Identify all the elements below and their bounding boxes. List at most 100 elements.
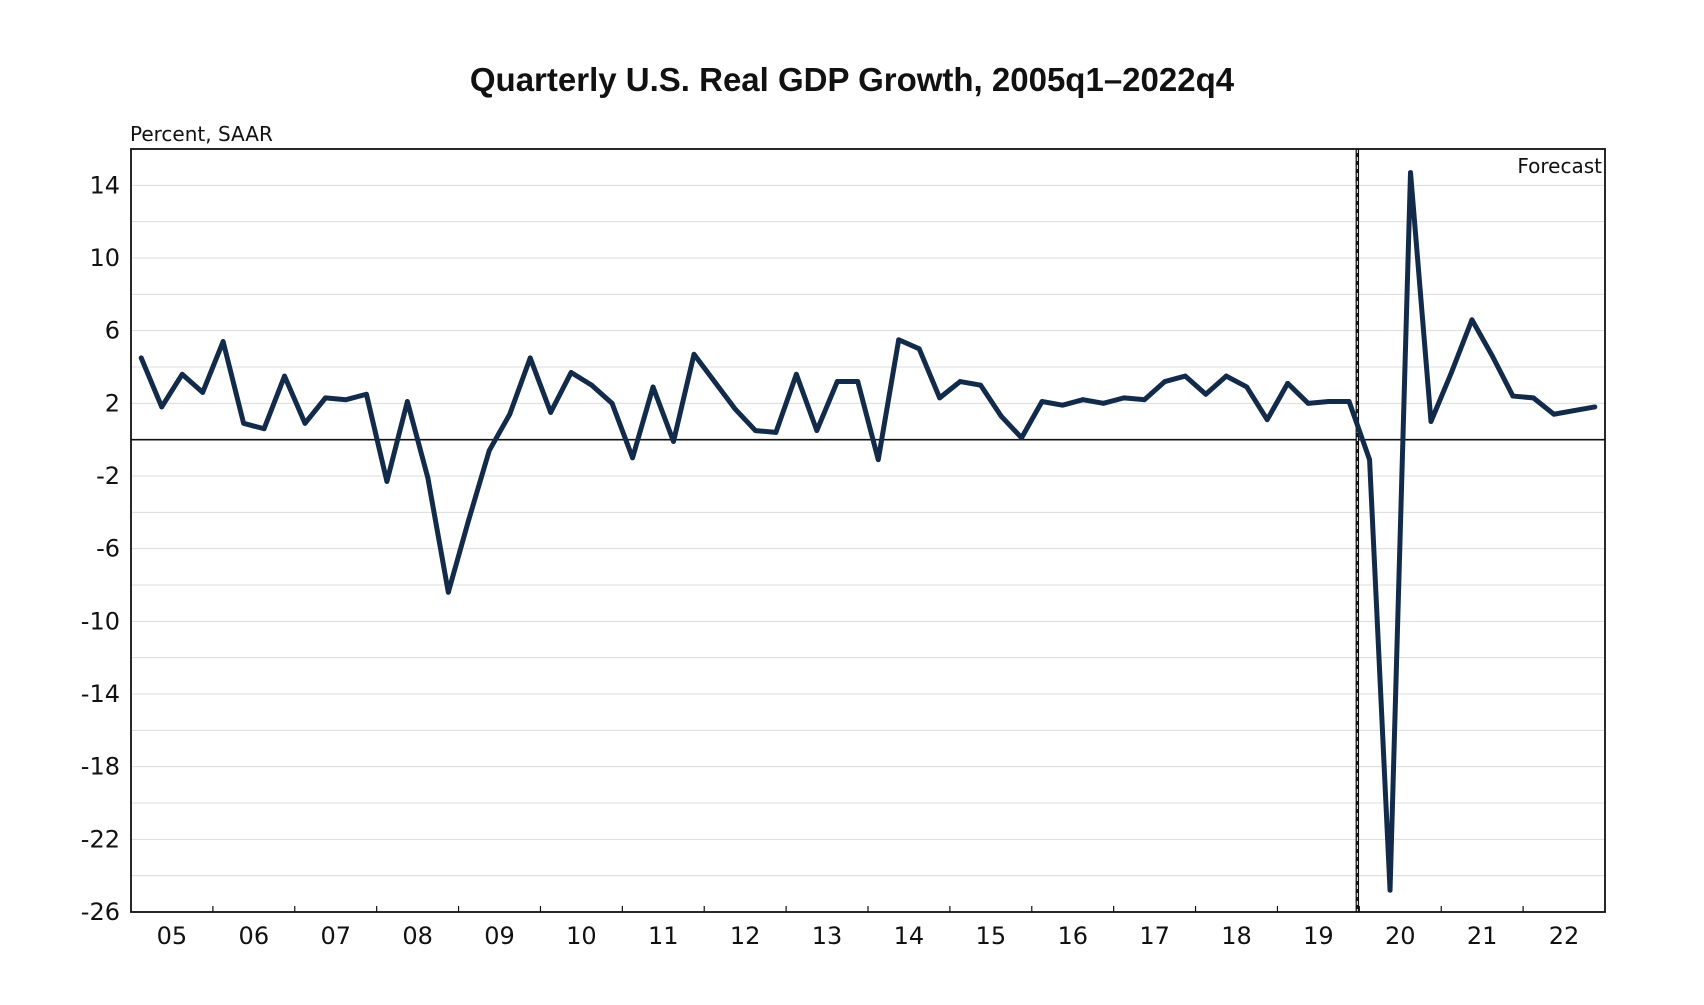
data-point bbox=[1592, 404, 1598, 410]
data-point bbox=[384, 479, 390, 484]
y-tick-label: 14 bbox=[89, 171, 120, 199]
data-point bbox=[1530, 395, 1536, 401]
data-point bbox=[1285, 380, 1291, 386]
data-point bbox=[445, 589, 451, 595]
data-point bbox=[1326, 399, 1332, 404]
data-point bbox=[261, 426, 267, 432]
data-point bbox=[527, 355, 533, 361]
data-point bbox=[568, 370, 574, 375]
data-point bbox=[548, 410, 554, 415]
x-tick-label: 07 bbox=[320, 922, 351, 950]
data-point bbox=[916, 346, 922, 352]
x-tick-label: 10 bbox=[566, 922, 597, 950]
data-point bbox=[425, 475, 431, 481]
x-tick-label: 15 bbox=[976, 922, 1007, 950]
y-tick-label: -2 bbox=[96, 462, 120, 490]
data-point bbox=[1223, 373, 1229, 379]
data-point bbox=[1162, 379, 1168, 384]
data-point bbox=[1551, 411, 1557, 417]
data-point bbox=[589, 382, 595, 388]
data-point bbox=[1203, 391, 1209, 397]
y-tick-label: 10 bbox=[89, 244, 120, 272]
data-point bbox=[712, 379, 717, 384]
data-point bbox=[691, 351, 697, 357]
plot-frame bbox=[130, 148, 1606, 913]
data-point bbox=[998, 413, 1004, 419]
data-point bbox=[1039, 399, 1045, 404]
data-point bbox=[650, 384, 656, 390]
data-point bbox=[1510, 393, 1516, 399]
data-point bbox=[875, 457, 881, 463]
data-point bbox=[814, 428, 820, 433]
y-tick-label: 2 bbox=[105, 389, 120, 417]
data-point bbox=[282, 373, 287, 379]
data-point bbox=[1469, 317, 1475, 323]
x-axis-ticks bbox=[212, 906, 1524, 912]
data-point bbox=[1449, 370, 1454, 375]
data-point bbox=[1346, 399, 1352, 404]
data-point bbox=[937, 395, 943, 401]
data-point bbox=[1367, 457, 1372, 463]
y-tick-label: -10 bbox=[81, 607, 120, 635]
forecast-label: Forecast bbox=[1517, 154, 1602, 178]
series-line-gdp-growth bbox=[138, 170, 1598, 893]
data-point bbox=[793, 371, 799, 377]
data-point bbox=[1244, 384, 1250, 390]
x-tick-label: 05 bbox=[157, 922, 188, 950]
data-point bbox=[732, 406, 738, 412]
data-point bbox=[1428, 419, 1434, 424]
data-point bbox=[220, 339, 226, 344]
data-point bbox=[1408, 170, 1413, 176]
data-point bbox=[1264, 417, 1270, 423]
data-point bbox=[1490, 353, 1495, 359]
data-point bbox=[1141, 397, 1147, 403]
x-tick-label: 14 bbox=[894, 922, 925, 950]
x-tick-label: 20 bbox=[1385, 922, 1416, 950]
data-point bbox=[159, 404, 165, 410]
x-tick-label: 09 bbox=[484, 922, 515, 950]
y-tick-label: -26 bbox=[81, 898, 120, 926]
data-point bbox=[343, 397, 349, 403]
data-point bbox=[671, 439, 676, 444]
data-point bbox=[855, 379, 861, 384]
y-tick-label: 6 bbox=[105, 317, 120, 345]
y-tick-label: -18 bbox=[81, 753, 120, 781]
data-point bbox=[1019, 435, 1024, 441]
x-tick-label: 16 bbox=[1057, 922, 1088, 950]
data-point bbox=[1060, 402, 1065, 408]
x-tick-label: 22 bbox=[1549, 922, 1580, 950]
y-tick-label: -14 bbox=[81, 680, 120, 708]
data-point bbox=[834, 379, 840, 384]
data-point bbox=[241, 420, 246, 426]
data-point bbox=[179, 371, 185, 377]
x-tick-label: 21 bbox=[1467, 922, 1498, 950]
data-point bbox=[630, 455, 635, 461]
x-tick-label: 08 bbox=[402, 922, 433, 950]
data-point bbox=[1571, 408, 1577, 413]
x-tick-label: 11 bbox=[648, 922, 679, 950]
y-axis-label: Percent, SAAR bbox=[130, 122, 273, 146]
x-tick-label: 13 bbox=[812, 922, 843, 950]
data-point bbox=[138, 355, 144, 361]
x-tick-label: 19 bbox=[1303, 922, 1334, 950]
data-point bbox=[507, 411, 513, 417]
data-point bbox=[1387, 887, 1393, 893]
data-point bbox=[1080, 397, 1086, 403]
x-tick-label: 12 bbox=[730, 922, 761, 950]
y-tick-label: -22 bbox=[81, 825, 120, 853]
data-point bbox=[1305, 400, 1311, 406]
data-point bbox=[323, 395, 328, 401]
data-point bbox=[896, 337, 902, 343]
data-point bbox=[609, 400, 615, 406]
data-point bbox=[486, 448, 492, 453]
data-point bbox=[466, 517, 472, 522]
gridlines bbox=[131, 184, 1605, 877]
data-point bbox=[302, 420, 308, 426]
data-point bbox=[1101, 400, 1106, 406]
data-point bbox=[364, 391, 369, 397]
data-point bbox=[957, 379, 963, 384]
data-point bbox=[404, 399, 410, 404]
x-tick-label: 17 bbox=[1139, 922, 1170, 950]
data-point bbox=[978, 382, 983, 388]
